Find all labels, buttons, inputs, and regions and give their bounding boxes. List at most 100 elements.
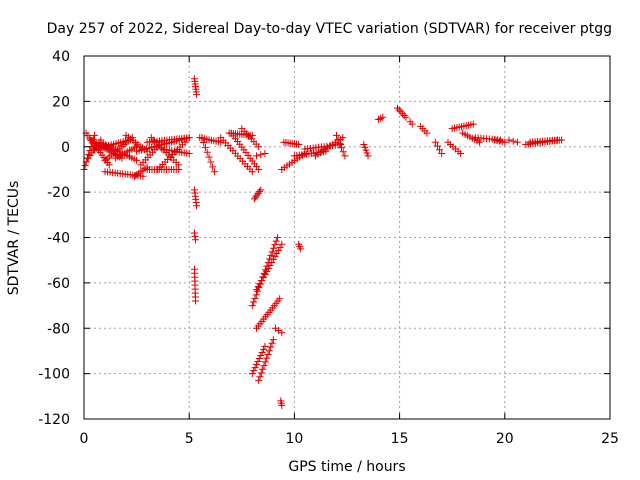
data-point [192, 236, 200, 244]
data-point [408, 120, 416, 128]
data-series-segment [406, 118, 416, 128]
data-point [257, 351, 265, 359]
data-series-segment [238, 125, 263, 151]
data-point [250, 367, 258, 375]
data-point [339, 148, 347, 156]
data-point [553, 136, 561, 144]
data-series-segment [253, 150, 269, 160]
data-series-segment [253, 295, 284, 332]
y-tick-label: -80 [47, 321, 70, 337]
data-series-segment [444, 138, 465, 158]
data-point [276, 243, 284, 251]
data-series-segment [417, 122, 431, 137]
data-point [257, 186, 265, 194]
data-series-segment [459, 129, 484, 146]
data-point [91, 131, 99, 139]
x-tick-label: 5 [185, 431, 194, 447]
y-tick-label: 20 [52, 94, 70, 110]
data-point [253, 361, 261, 369]
data-point [200, 139, 208, 147]
data-point [81, 162, 89, 170]
data-point [268, 258, 276, 266]
data-series-segment [277, 397, 286, 409]
data-point [269, 255, 277, 263]
data-point [209, 163, 217, 171]
data-point [253, 286, 261, 294]
data-point [259, 365, 267, 373]
data-point [256, 373, 264, 381]
data-point [379, 113, 387, 121]
data-point [400, 111, 408, 119]
data-series-segment [143, 134, 193, 146]
data-point [139, 172, 147, 180]
data-point [256, 280, 264, 288]
data-point [263, 354, 271, 362]
data-point [260, 345, 268, 353]
data-series-segment [190, 75, 201, 99]
ticks-layer: 0 5 10 15 20 25 -120 -100 -80 -60 -40 -20 0 20 40 [38, 49, 619, 447]
data-point [191, 232, 199, 240]
data-point [192, 297, 200, 305]
data-point [261, 342, 269, 350]
data-series-segment [526, 136, 561, 146]
data-point [278, 329, 286, 337]
data-point [255, 376, 263, 384]
data-point [336, 140, 344, 148]
data-point [278, 240, 286, 248]
data-point [210, 168, 218, 176]
data-point [261, 271, 269, 279]
data-series-segment [112, 143, 141, 162]
data-series-segment [196, 134, 225, 146]
data-point [263, 268, 271, 276]
x-tick-label: 15 [391, 431, 409, 447]
data-point [505, 136, 513, 144]
data-point [265, 347, 273, 355]
data-point [181, 138, 189, 146]
data-point [255, 355, 263, 362]
y-tick-label: 0 [61, 140, 70, 156]
data-point [185, 134, 193, 142]
data-point [253, 191, 261, 199]
data-point [334, 135, 342, 143]
data-point [185, 150, 193, 158]
data-point [250, 195, 258, 203]
data-point [267, 251, 275, 259]
data-point [436, 146, 444, 154]
x-tick-label: 10 [285, 431, 303, 447]
data-point [251, 294, 259, 302]
data-series-segment [190, 229, 200, 244]
data-series-segment [431, 138, 446, 158]
data-point [399, 110, 407, 118]
data-point [105, 161, 113, 169]
data-series-segment [490, 136, 509, 146]
data-point [203, 148, 211, 156]
data-point [341, 152, 349, 160]
data-series-segment [248, 342, 269, 378]
data-point [254, 283, 262, 291]
data-point [257, 151, 265, 159]
data-point [193, 91, 201, 99]
data-point [423, 129, 431, 137]
y-tick-label: 40 [52, 49, 70, 65]
data-point [251, 364, 259, 372]
data-point [364, 152, 372, 160]
y-tick-label: -40 [47, 231, 70, 247]
data-point [501, 138, 509, 146]
data-point [469, 120, 477, 128]
x-tick-label: 20 [496, 431, 514, 447]
data-point [274, 234, 282, 241]
y-tick-label: -100 [38, 367, 70, 383]
data-series-segment [137, 138, 166, 169]
data-point [509, 137, 517, 145]
data-point [261, 150, 269, 158]
data-point [248, 302, 256, 310]
data-point [278, 401, 286, 409]
data-point [274, 246, 282, 254]
x-axis-label: GPS time / hours [288, 459, 405, 475]
data-point [248, 370, 256, 378]
data-point [363, 149, 371, 157]
y-tick-label: -120 [38, 412, 70, 428]
y-tick-label: -60 [47, 276, 70, 292]
data-series-segment [154, 138, 189, 173]
data-point [252, 193, 260, 201]
